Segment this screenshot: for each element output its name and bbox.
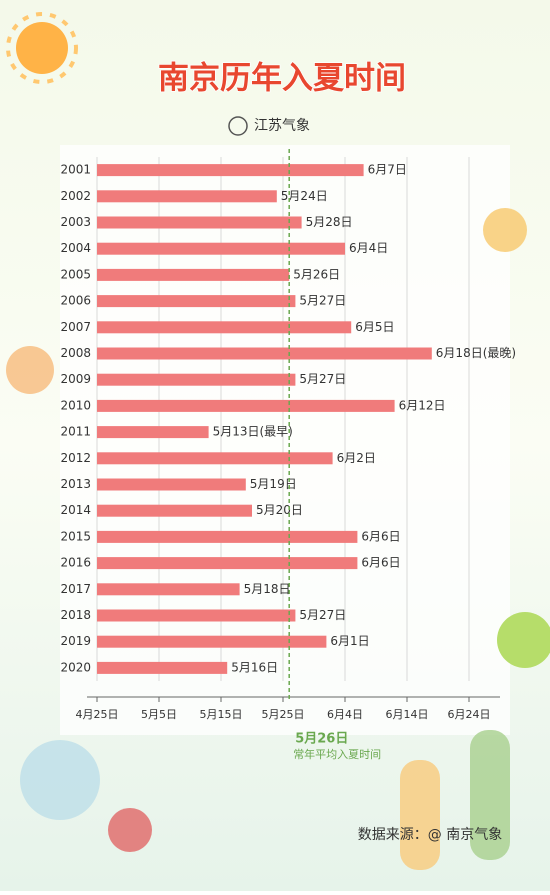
popsicle-decoration: [470, 730, 510, 860]
data-label: 6月2日: [337, 451, 376, 465]
bar: [97, 295, 296, 308]
data-label: 5月27日: [299, 294, 346, 308]
drink-decoration: [483, 208, 527, 252]
data-label: 6月6日: [361, 556, 400, 570]
bar: [97, 268, 290, 281]
watermelon-decoration: [108, 808, 152, 852]
x-tick-label: 6月14日: [386, 708, 429, 721]
popsicle-decoration: [400, 760, 440, 870]
x-tick-label: 6月4日: [327, 708, 363, 721]
y-tick-label: 2007: [60, 320, 91, 334]
bar: [97, 426, 209, 439]
data-label: 5月28日: [306, 215, 353, 229]
y-tick-label: 2001: [60, 163, 91, 177]
x-tick-label: 4月25日: [76, 708, 119, 721]
y-tick-label: 2010: [60, 398, 91, 412]
data-label: 5月18日: [244, 582, 291, 596]
data-label: 5月20日: [256, 503, 303, 517]
lime-decoration: [497, 612, 550, 668]
logo: [228, 116, 248, 136]
data-label: 6月5日: [355, 320, 394, 334]
bar: [97, 635, 327, 648]
x-tick-label: 6月24日: [448, 708, 491, 721]
data-label: 5月27日: [299, 372, 346, 386]
chart-subtitle: 江苏气象: [254, 118, 310, 134]
reference-label: 5月26日: [295, 732, 348, 747]
reference-text: 常年平均入夏时间: [293, 747, 381, 761]
y-tick-label: 2014: [60, 503, 91, 517]
y-tick-label: 2005: [60, 267, 91, 281]
y-tick-label: 2019: [60, 634, 91, 648]
y-tick-label: 2004: [60, 241, 91, 255]
y-tick-label: 2016: [60, 556, 91, 570]
data-label: 5月27日: [299, 608, 346, 622]
bar: [97, 347, 432, 360]
data-label: 6月1日: [330, 634, 369, 648]
data-label: 5月13日(最早): [213, 425, 293, 439]
bar: [97, 609, 296, 622]
bar: [97, 583, 240, 596]
bar: [97, 321, 352, 334]
y-tick-label: 2002: [60, 189, 91, 203]
y-tick-label: 2008: [60, 346, 91, 360]
bar: [97, 478, 246, 491]
data-label: 5月19日: [250, 477, 297, 491]
y-tick-label: 2020: [60, 660, 91, 674]
data-label: 6月18日(最晚): [436, 346, 516, 360]
y-tick-label: 2009: [60, 372, 91, 386]
x-tick-label: 5月5日: [141, 708, 177, 721]
x-tick-label: 5月15日: [200, 708, 243, 721]
data-label: 6月7日: [368, 163, 407, 177]
y-tick-label: 2006: [60, 294, 91, 308]
data-label: 6月6日: [361, 529, 400, 543]
bar: [97, 557, 358, 570]
y-tick-label: 2017: [60, 582, 91, 596]
bar: [97, 216, 302, 229]
fan-decoration: [20, 740, 100, 820]
bar: [97, 530, 358, 543]
bar: [97, 164, 364, 177]
y-tick-label: 2011: [60, 425, 91, 439]
bar: [97, 373, 296, 386]
chart-title: 南京历年入夏时间: [158, 61, 406, 97]
bar: [97, 504, 252, 517]
drink-decoration: [6, 346, 54, 394]
sun-decoration: [16, 22, 68, 74]
bar: [97, 190, 277, 203]
data-label: 5月16日: [231, 660, 278, 674]
y-tick-label: 2015: [60, 529, 91, 543]
data-label: 6月12日: [399, 398, 446, 412]
y-tick-label: 2018: [60, 608, 91, 622]
data-label: 5月26日: [293, 267, 340, 281]
bar: [97, 242, 345, 255]
bar: [97, 399, 395, 412]
sun-rays: [6, 12, 78, 84]
bar: [97, 661, 228, 674]
bar: [97, 452, 333, 465]
y-tick-label: 2012: [60, 451, 91, 465]
data-label: 6月4日: [349, 241, 388, 255]
y-tick-label: 2003: [60, 215, 91, 229]
y-tick-label: 2013: [60, 477, 91, 491]
data-label: 5月24日: [281, 189, 328, 203]
x-tick-label: 5月25日: [262, 708, 305, 721]
source: 数据来源：@ 南京气象: [358, 827, 502, 843]
